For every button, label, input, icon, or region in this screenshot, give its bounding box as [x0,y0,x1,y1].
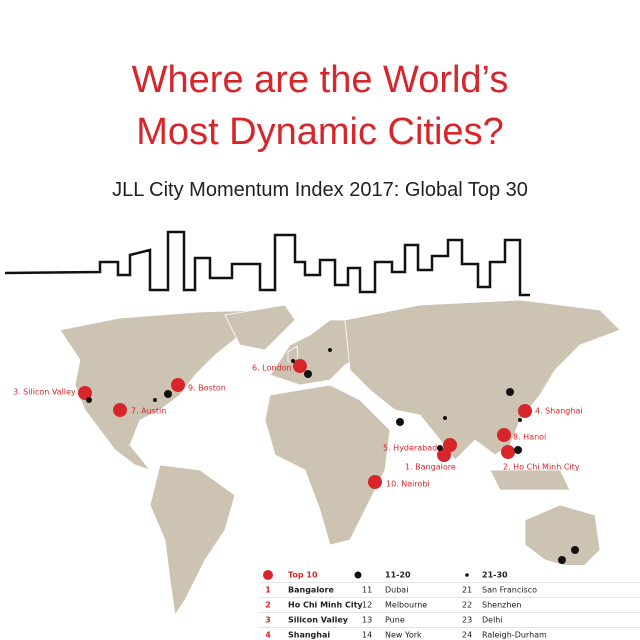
map-label: 2. Ho Chi Minh City [503,463,580,472]
map-label: 7. Austin [131,407,166,416]
map-label: 8. Hanoi [513,433,546,442]
title-line: Where are the World’s [132,59,509,101]
map-label: 4. Shanghai [535,407,583,416]
legend-header: 11-20 [385,571,411,580]
legend-dot [354,571,362,579]
map-label: 10. Nairobi [386,480,430,489]
legend-header: 21-30 [482,571,508,580]
legend-dot [263,570,273,580]
world-map [59,299,621,617]
rank: 4 [265,631,271,640]
city-marker [368,475,382,489]
city-marker [518,404,532,418]
map-label: 5. Hyderabad [383,444,437,453]
city-marker [501,445,515,459]
map-label: 1. Bangalore [405,463,456,472]
city-name: Bangalore [288,586,335,595]
city-marker [293,359,307,373]
rank: 12 [362,601,372,610]
city-marker [437,448,451,462]
city-name: Dubai [385,586,408,595]
rank: 14 [362,631,372,640]
legend-table: Top 10 11-20 21-30 1 Bangalore 11 Dubai 21 Sa… [258,565,640,640]
skyline [4,230,530,297]
rank: 11 [362,586,372,595]
map-label: 9. Boston [188,384,226,393]
city-name: Silicon Valley [288,616,349,625]
rank: 2 [265,601,271,610]
markers-secondary [86,348,579,564]
rank: 22 [462,601,472,610]
city-name: San Francisco [482,586,537,595]
city-name: Delhi [482,616,503,625]
city-name: Shenzhen [482,601,521,610]
markers [78,359,532,489]
subtitle: JLL City Momentum Index 2017: Global Top… [112,179,528,201]
city-name: Raleigh-Durham [482,631,547,640]
city-marker [171,378,185,392]
rank: 24 [462,631,472,640]
rank: 21 [462,586,472,595]
legend-dot [465,573,469,577]
rank: 13 [362,616,372,625]
legend-header: Top 10 [288,571,318,580]
city-name: Shanghai [288,631,330,640]
city-name: Pune [385,616,405,625]
map-label: 6. London [252,364,292,373]
rank: 1 [265,586,271,595]
city-name: Ho Chi Minh City [288,601,363,610]
city-name: New York [385,631,422,640]
map-label: 3. Silicon Valley [13,388,76,397]
city-marker [497,428,511,442]
rank: 23 [462,616,472,625]
title-line: Most Dynamic Cities? [136,111,503,153]
rank: 3 [265,616,271,625]
city-name: Melbourne [385,601,427,610]
city-marker [113,403,127,417]
city-marker [78,386,92,400]
